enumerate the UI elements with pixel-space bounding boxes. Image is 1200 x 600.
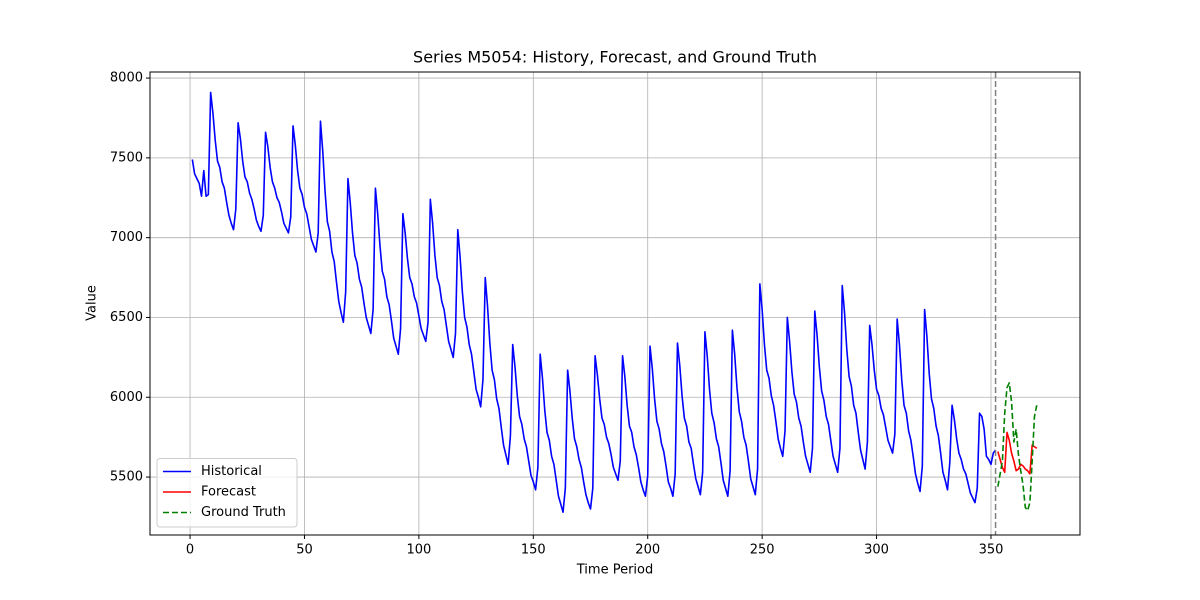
legend-box [156, 458, 298, 528]
legend: Historical Forecast Ground Truth [156, 458, 298, 528]
x-tick-label: 0 [186, 543, 194, 558]
y-tick-label: 6000 [110, 390, 143, 405]
axes: 0 50 100 150 200 250 300 350 5500 6000 6500 7000 750… [110, 71, 1003, 558]
y-axis-label: Value [85, 285, 100, 321]
y-tick-label: 8000 [110, 71, 143, 86]
series-line [997, 431, 1038, 475]
y-tick-label: 6500 [110, 310, 143, 325]
series-line [191, 91, 997, 513]
x-axis-label: Time Period [576, 563, 653, 578]
chart-title: Series M5054: History, Forecast, and Gro… [413, 48, 817, 67]
y-tick-label: 5500 [110, 470, 143, 485]
y-tick-label: 7000 [110, 230, 143, 245]
plot-frame [149, 71, 1081, 536]
series-line [997, 382, 1038, 512]
legend-label: Forecast [201, 485, 256, 500]
x-tick-label: 150 [521, 543, 546, 558]
x-tick-label: 200 [635, 543, 660, 558]
legend-label: Ground Truth [201, 505, 286, 520]
legend-label: Historical [201, 464, 262, 479]
x-tick-label: 100 [406, 543, 431, 558]
plot-lines [191, 72, 1038, 535]
x-tick-label: 300 [864, 543, 889, 558]
x-tick-label: 50 [296, 543, 313, 558]
x-tick-label: 250 [750, 543, 775, 558]
x-tick-label: 350 [979, 543, 1004, 558]
y-tick-label: 7500 [110, 150, 143, 165]
